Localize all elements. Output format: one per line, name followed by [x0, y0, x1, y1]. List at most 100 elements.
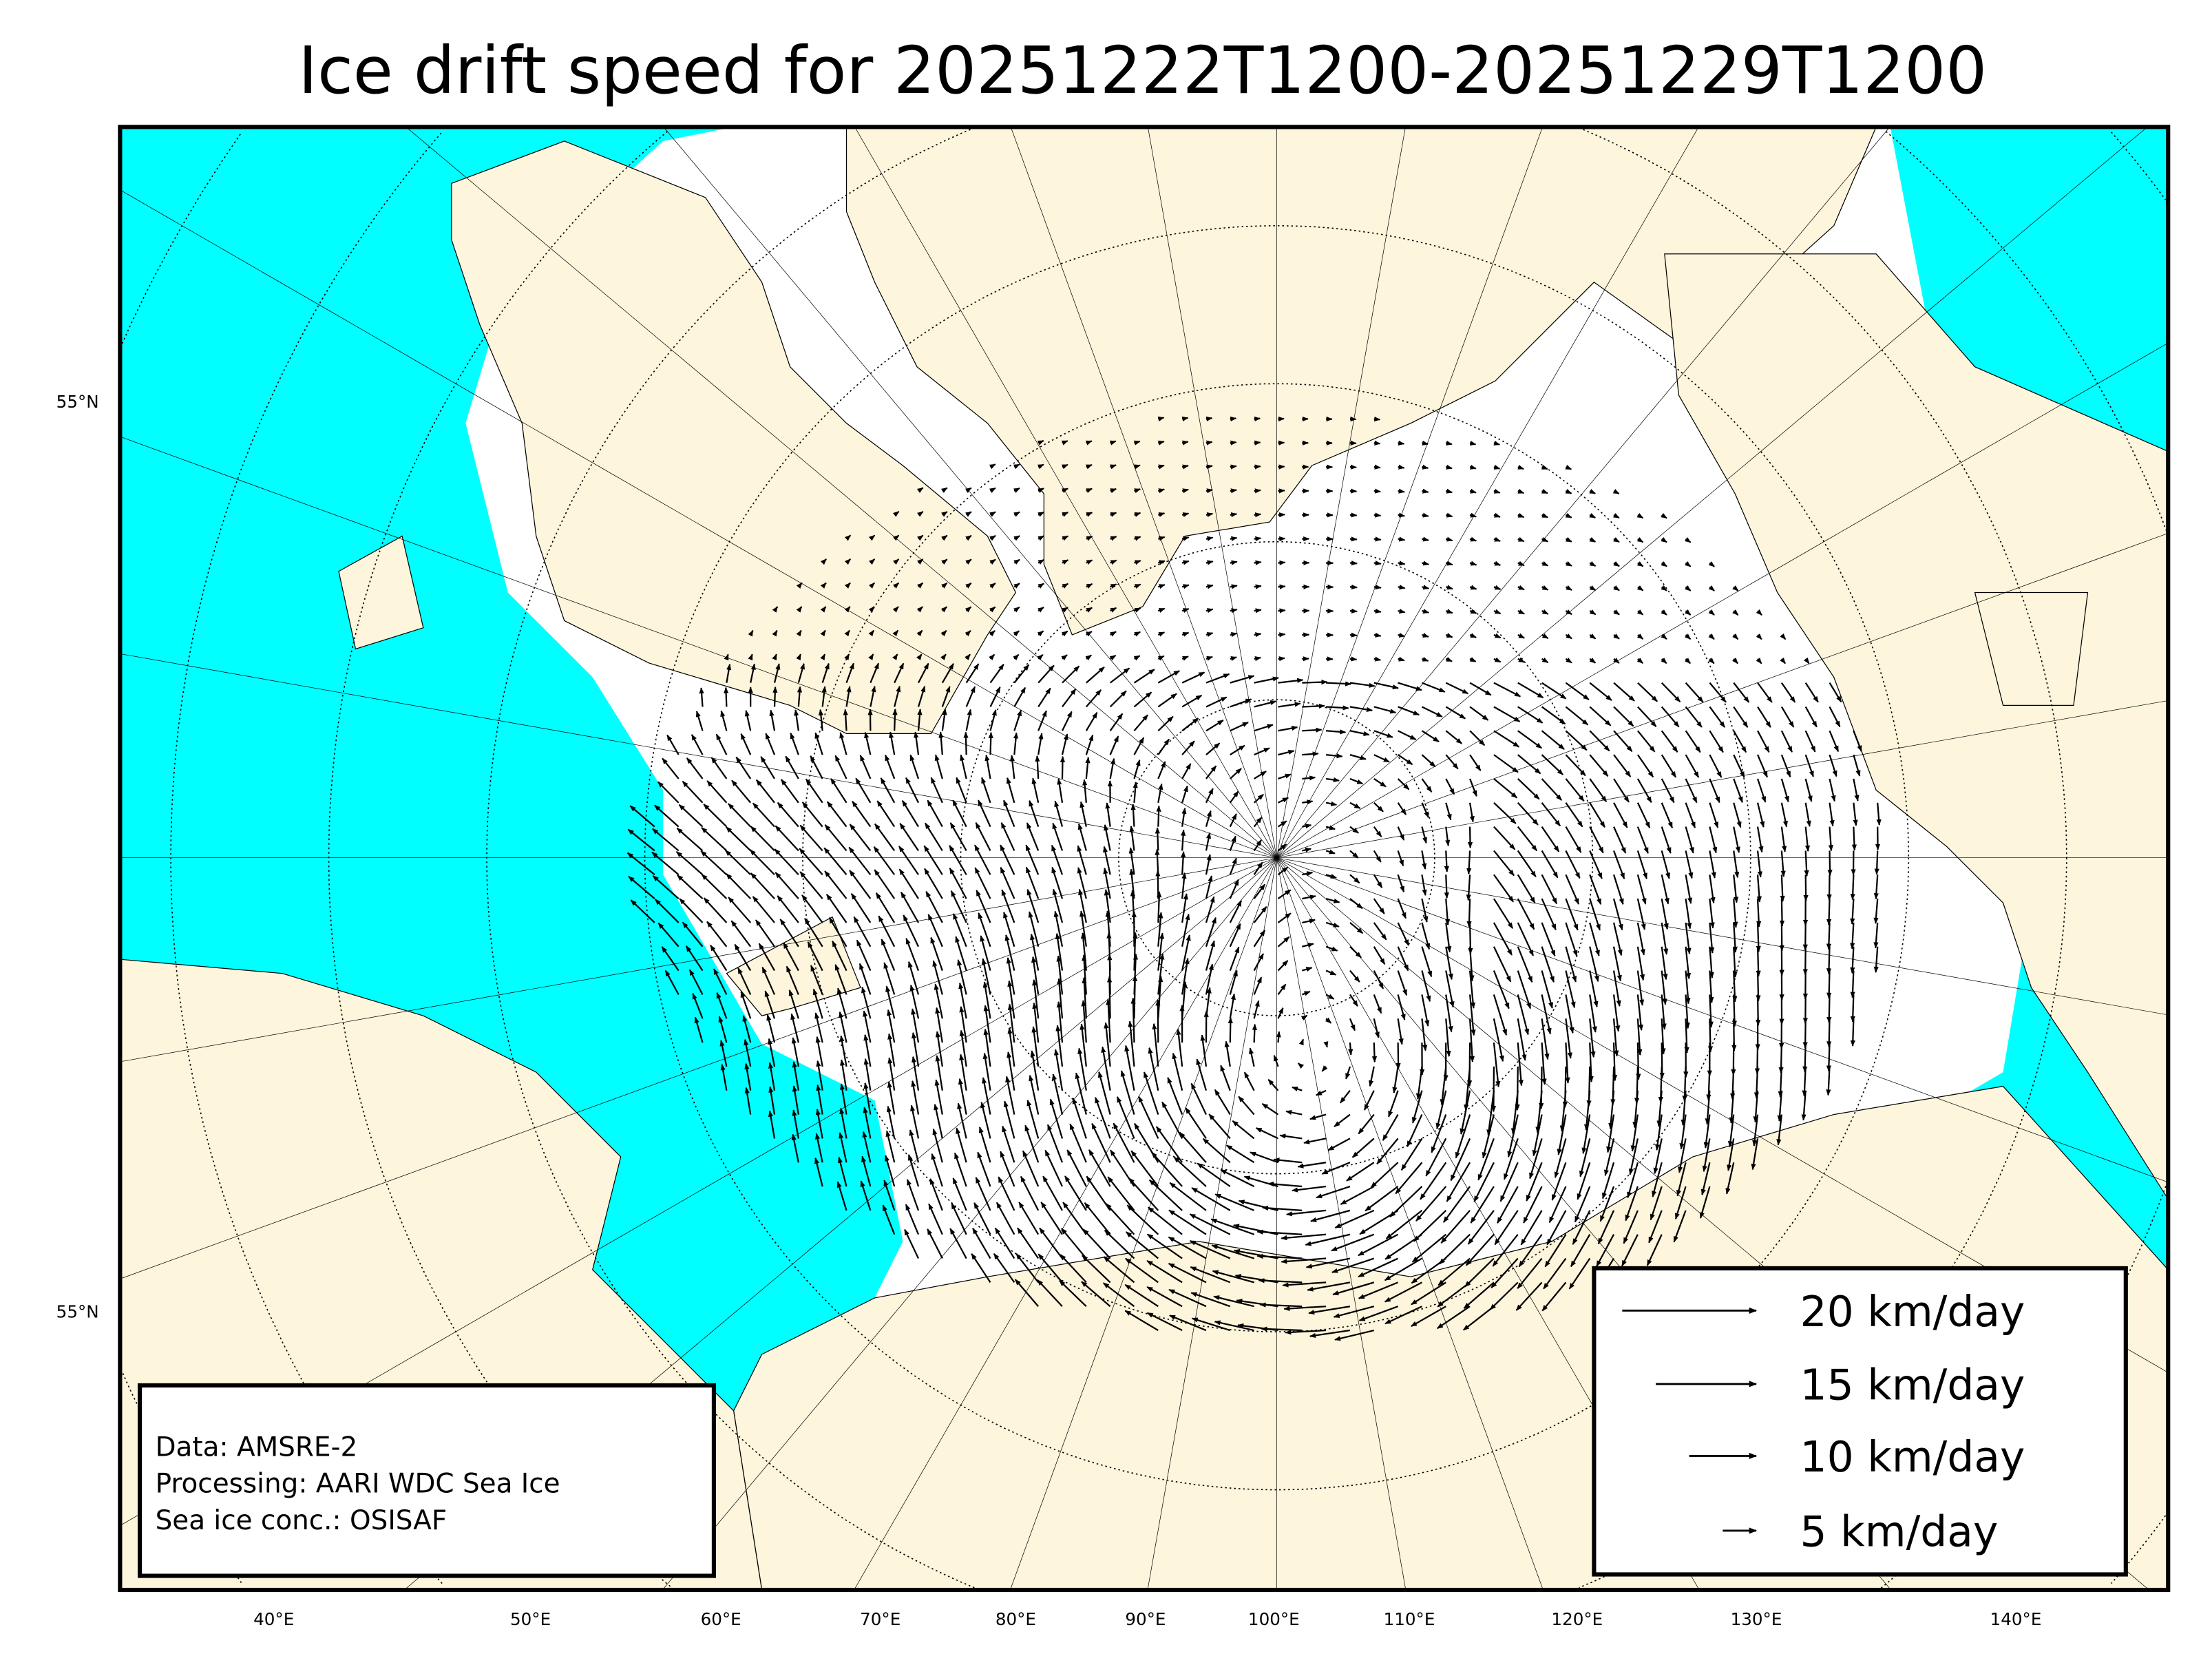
drift-arrow	[1398, 488, 1405, 494]
drift-arrow	[1565, 488, 1572, 494]
drift-arrow	[941, 662, 954, 684]
drift-arrow	[1469, 609, 1477, 614]
drift-arrow	[898, 868, 919, 899]
drift-arrow	[1636, 609, 1644, 616]
drift-arrow	[989, 653, 996, 660]
drift-arrow	[1230, 698, 1252, 708]
drift-arrow	[1466, 1043, 1473, 1087]
drift-arrow	[868, 558, 876, 565]
drift-arrow	[1732, 658, 1738, 664]
drift-arrow	[1025, 866, 1040, 899]
drift-arrow	[652, 875, 680, 899]
drift-arrow	[965, 663, 980, 684]
drift-arrow	[1157, 584, 1166, 589]
drift-arrow	[1541, 874, 1558, 905]
drift-arrow	[892, 709, 898, 731]
drift-arrow	[1205, 832, 1212, 851]
drift-arrow	[1445, 633, 1453, 638]
drift-arrow	[1541, 682, 1567, 700]
drift-arrow	[1373, 898, 1385, 914]
drift-arrow	[965, 534, 972, 541]
drift-arrow	[1708, 658, 1715, 664]
drift-arrow	[1325, 777, 1340, 783]
drift-arrow	[925, 890, 943, 923]
drift-arrow	[750, 826, 775, 852]
drift-arrow	[1398, 585, 1406, 590]
drift-arrow	[1469, 633, 1477, 638]
drift-arrow	[916, 606, 923, 613]
drift-arrow	[1661, 850, 1670, 879]
drift-arrow	[1061, 654, 1068, 661]
drift-arrow	[630, 899, 655, 923]
drift-arrow	[1079, 801, 1087, 827]
drift-arrow	[1517, 682, 1544, 699]
drift-arrow	[1804, 682, 1819, 703]
drift-arrow	[1205, 584, 1214, 589]
drift-arrow	[1756, 657, 1762, 664]
drift-arrow	[1398, 682, 1422, 691]
drift-arrow	[1685, 778, 1698, 804]
drift-arrow	[1493, 874, 1515, 903]
drift-arrow	[1051, 844, 1064, 875]
drift-arrow	[1613, 730, 1633, 752]
drift-arrow	[772, 606, 779, 613]
drift-arrow	[1155, 870, 1161, 899]
drift-arrow	[868, 653, 874, 660]
info-box: Data: AMSRE-2 Processing: AARI WDC Sea I…	[137, 1383, 717, 1578]
drift-arrow	[1181, 560, 1190, 565]
drift-arrow	[1205, 742, 1221, 755]
drift-arrow	[654, 804, 680, 828]
drift-arrow	[843, 709, 848, 731]
legend-label: 15 km/day	[1800, 1361, 2025, 1410]
drift-arrow	[1804, 778, 1813, 802]
drift-arrow	[1134, 488, 1141, 494]
drift-arrow	[1445, 561, 1453, 566]
drift-arrow	[695, 711, 704, 731]
drift-arrow	[845, 662, 854, 684]
drift-arrow	[1493, 512, 1501, 518]
drift-arrow	[1133, 691, 1152, 708]
lon-label: 60°E	[701, 1609, 741, 1629]
drift-arrow	[1565, 898, 1579, 931]
drift-arrow	[662, 757, 680, 779]
drift-arrow	[1469, 488, 1477, 494]
drift-arrow	[1421, 730, 1440, 743]
drift-arrow	[1853, 730, 1862, 752]
drift-arrow	[1278, 678, 1304, 684]
drift-arrow	[1395, 1043, 1401, 1069]
drift-arrow	[868, 582, 875, 589]
drift-arrow	[885, 754, 896, 779]
lon-label: 110°E	[1384, 1609, 1435, 1629]
drift-arrow	[1029, 799, 1040, 827]
drift-arrow	[848, 846, 872, 875]
drift-arrow	[1013, 511, 1020, 517]
drift-arrow	[916, 487, 924, 494]
drift-arrow	[1037, 558, 1045, 565]
drift-arrow	[1054, 800, 1064, 827]
drift-arrow	[1037, 607, 1044, 613]
drift-arrow	[1445, 706, 1466, 720]
drift-arrow	[1026, 888, 1040, 923]
drift-arrow	[1373, 682, 1399, 690]
drift-arrows	[626, 416, 1882, 1341]
drift-arrow	[1349, 416, 1357, 422]
drift-arrow	[1684, 561, 1692, 567]
drift-arrow	[1445, 682, 1469, 695]
drift-arrow	[1398, 536, 1406, 542]
drift-arrow	[1278, 536, 1286, 542]
drift-arrow	[1037, 630, 1044, 637]
drift-arrow	[1661, 730, 1678, 753]
drift-arrow	[1565, 633, 1572, 640]
drift-arrow	[1205, 536, 1214, 541]
lon-label: 140°E	[1990, 1609, 2042, 1629]
drift-arrow	[750, 663, 756, 683]
drift-arrow	[1349, 464, 1358, 470]
drift-arrow	[796, 653, 801, 661]
drift-arrow	[839, 732, 847, 755]
drift-arrow	[1589, 730, 1610, 752]
drift-arrow	[1733, 802, 1742, 828]
drift-arrow	[1086, 631, 1093, 637]
drift-arrow	[949, 845, 967, 875]
drift-arrow	[1565, 682, 1590, 700]
drift-arrow	[1326, 729, 1347, 735]
